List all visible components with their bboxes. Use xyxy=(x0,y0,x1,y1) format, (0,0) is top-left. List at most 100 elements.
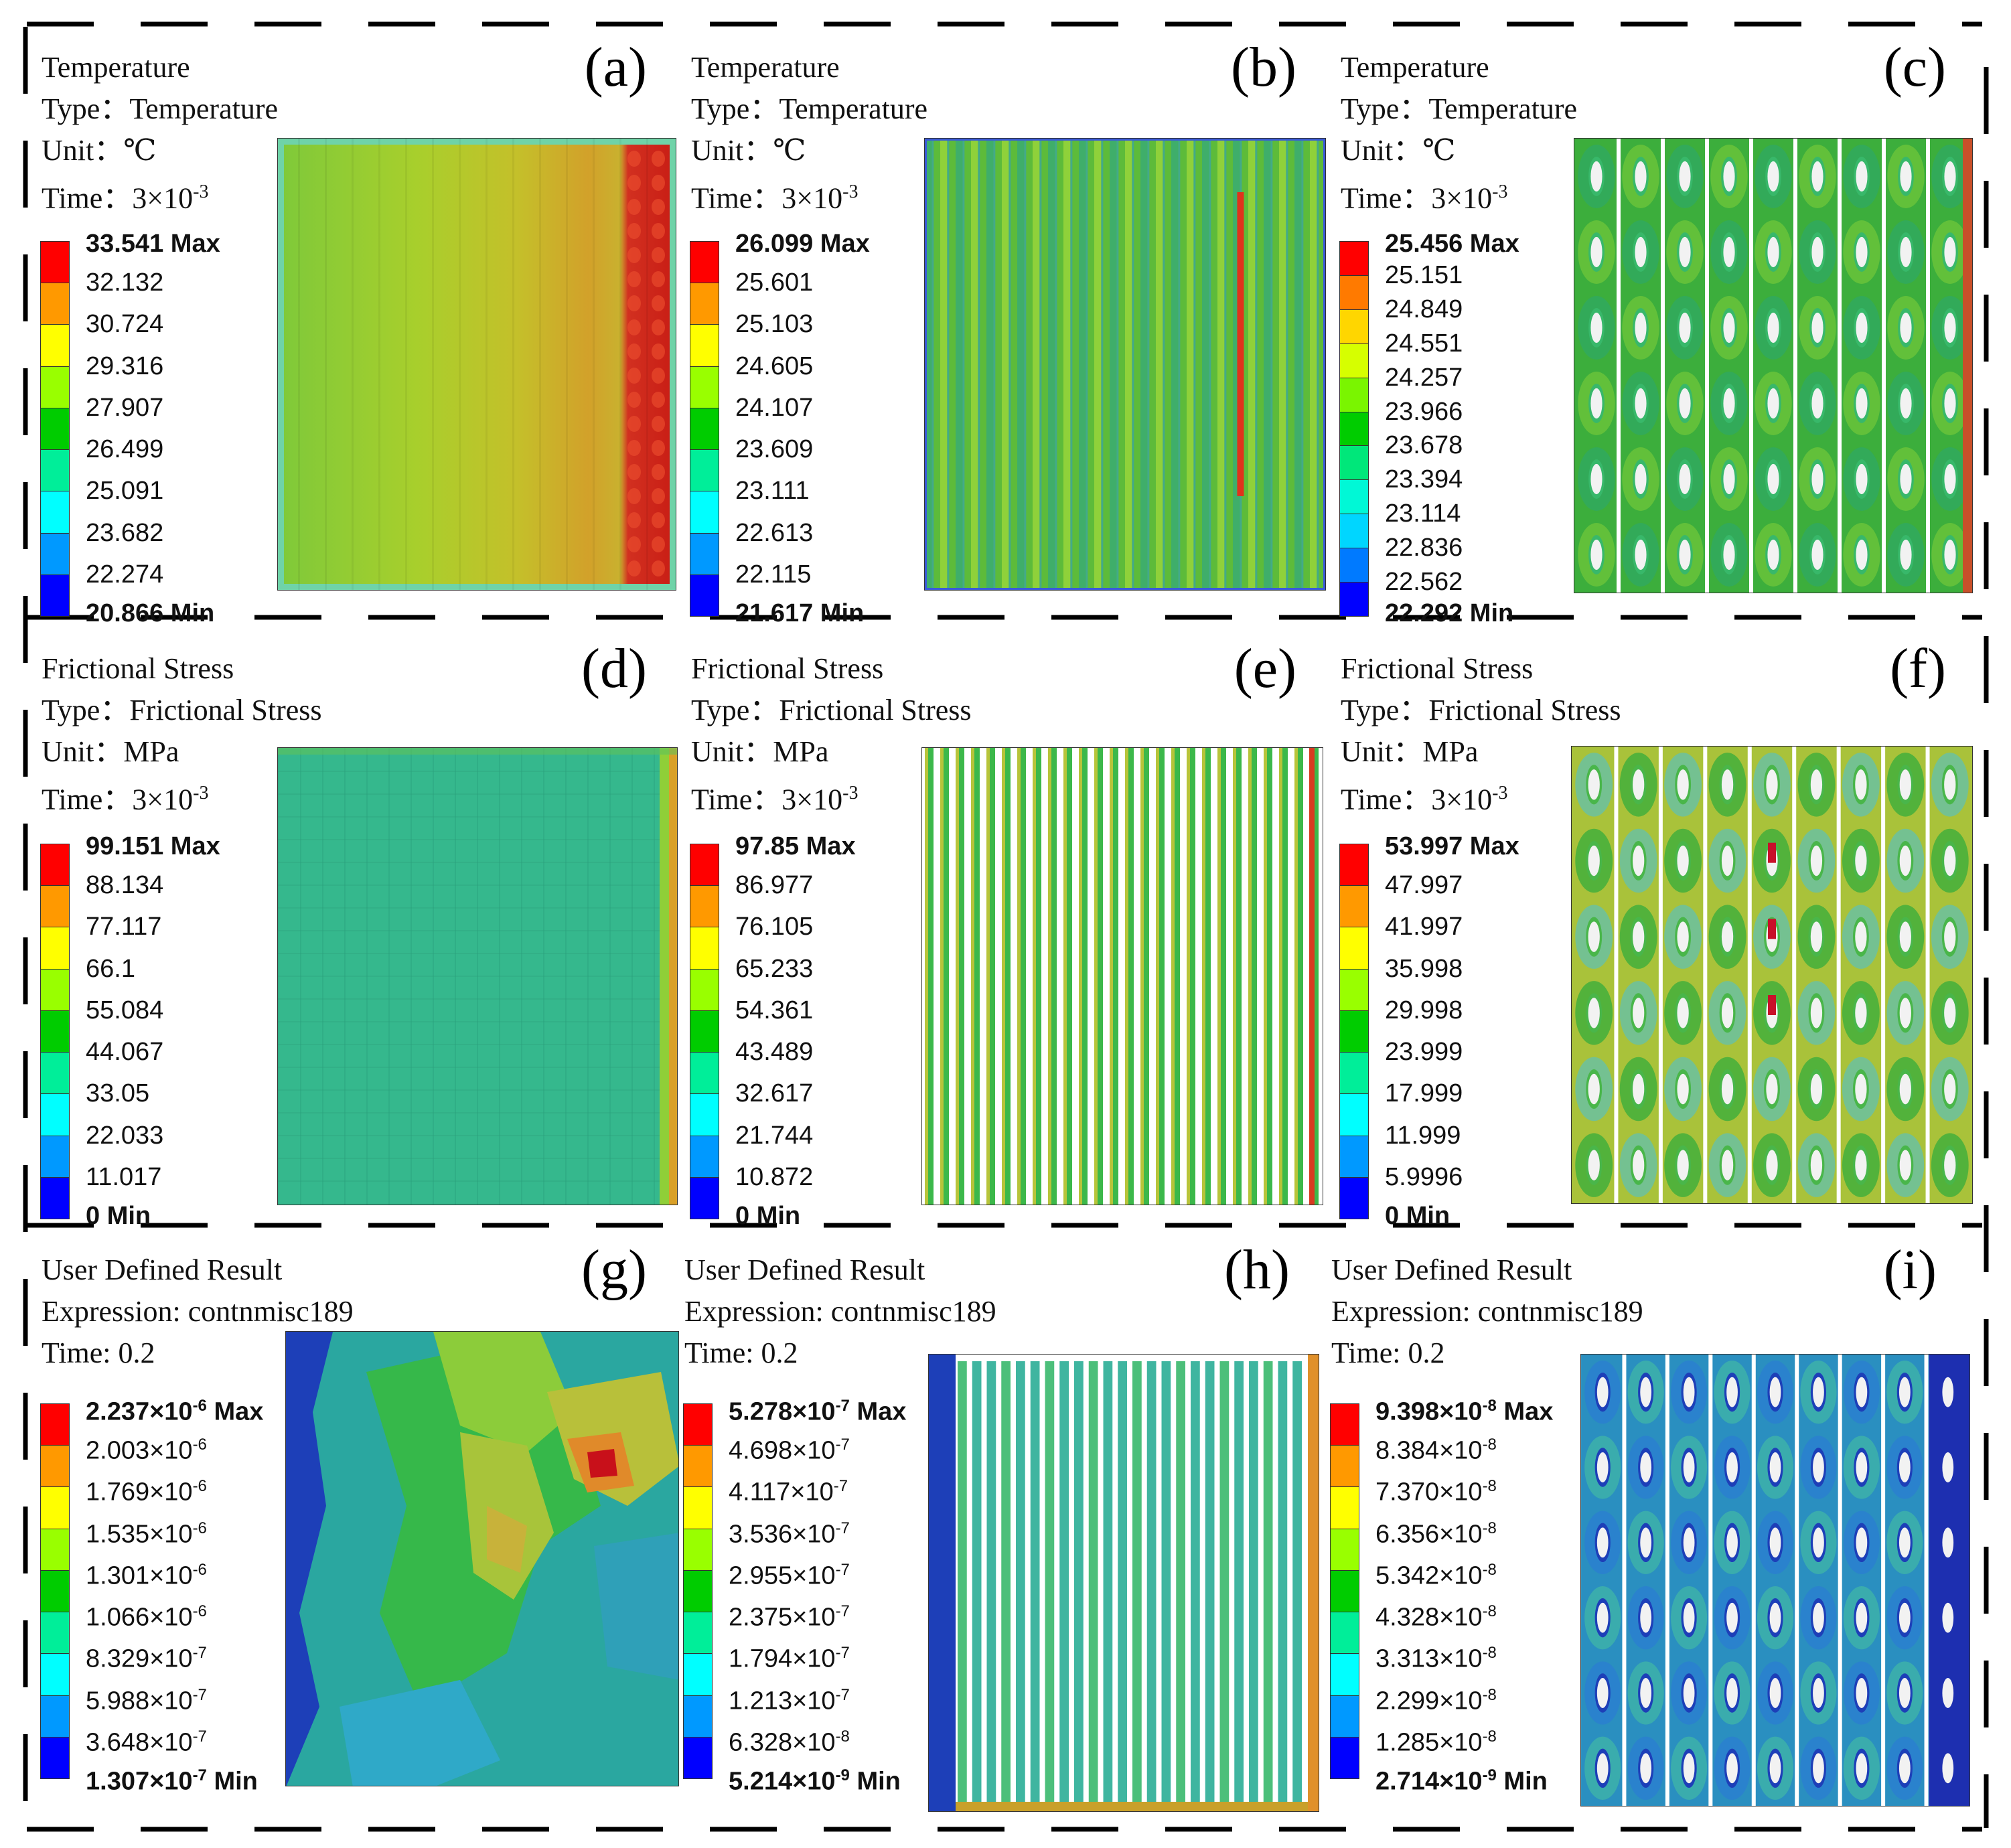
colorbar-band xyxy=(40,927,70,970)
hole xyxy=(1813,1602,1824,1633)
legend-value: 4.328×10-8 xyxy=(1375,1602,1497,1632)
hole xyxy=(1726,1753,1738,1784)
stripe-edge xyxy=(1193,139,1196,590)
hole xyxy=(1944,463,1956,495)
hot-spot xyxy=(627,536,641,552)
stripe xyxy=(1161,1361,1171,1804)
grid-line xyxy=(344,748,346,1205)
legend-value: 66.1 xyxy=(86,954,135,983)
colorbar-band xyxy=(40,1736,70,1779)
legend-value: 29.316 xyxy=(86,352,164,380)
stripe xyxy=(971,139,978,590)
hole xyxy=(1721,1073,1734,1105)
stripe xyxy=(1110,139,1117,590)
legend-value: 24.605 xyxy=(735,352,814,380)
colorbar-band xyxy=(1330,1653,1359,1696)
hot-spot xyxy=(652,223,665,239)
stripe xyxy=(1294,139,1302,590)
grid-line xyxy=(278,771,677,772)
colorbar-band xyxy=(1339,1176,1369,1219)
legend-value: 22.033 xyxy=(86,1121,164,1150)
panel-header: Frictional Stress Type：Frictional Stress… xyxy=(691,648,972,816)
grid-line xyxy=(388,748,390,1205)
rib-shade xyxy=(593,139,595,590)
colorbar-band xyxy=(690,366,719,408)
stripe xyxy=(1202,139,1209,590)
hot-spot xyxy=(627,368,641,384)
panel-g: User Defined Result Expression: contnmis… xyxy=(20,1239,679,1836)
legend-min-value: 2.714×10-9 Min xyxy=(1375,1766,1548,1796)
panel-label: (d) xyxy=(581,637,647,700)
grid-line xyxy=(433,748,434,1205)
hot-spot xyxy=(652,199,665,215)
legend-value: 24.257 xyxy=(1385,363,1463,392)
hot-spot xyxy=(627,464,641,480)
legend-value: 32.617 xyxy=(735,1079,814,1108)
hot-spot xyxy=(627,560,641,576)
rib-gap xyxy=(1703,747,1708,1203)
colorbar-band xyxy=(690,885,719,928)
hole xyxy=(1944,312,1956,343)
hole xyxy=(1590,312,1603,343)
legend-max-value: 9.398×10-8 Max xyxy=(1375,1397,1554,1426)
stripe-edge xyxy=(1286,139,1288,590)
contour-graphic xyxy=(286,1332,678,1786)
hole xyxy=(1721,845,1734,876)
colorbar-band xyxy=(1339,343,1369,378)
stripe-edge xyxy=(1294,748,1298,1205)
stripe xyxy=(986,139,994,590)
hole xyxy=(1810,921,1823,952)
rib-gap xyxy=(1838,1355,1842,1806)
colorbar-band xyxy=(40,366,70,408)
colorbar-band xyxy=(40,1176,70,1219)
result-title: Temperature xyxy=(691,51,840,84)
panel-label: (g) xyxy=(581,1239,647,1301)
hole xyxy=(1944,845,1956,876)
contour-region xyxy=(1929,1355,1969,1806)
hole xyxy=(1723,388,1735,419)
hole xyxy=(1766,1150,1778,1180)
legend-value: 23.114 xyxy=(1385,499,1461,528)
contour-graphic xyxy=(925,139,1325,590)
colorbar-band xyxy=(1339,275,1369,310)
legend-value: 2.375×10-7 xyxy=(729,1602,850,1632)
rib-gap xyxy=(1881,747,1886,1203)
rib-shade xyxy=(566,139,568,590)
hole xyxy=(1813,1678,1824,1708)
panel-header: Temperature Type：Temperature Unit：℃ Time… xyxy=(1341,47,1577,215)
grid-line xyxy=(300,748,301,1205)
hole xyxy=(1769,1678,1781,1708)
stripe xyxy=(1234,1361,1244,1804)
result-title: User Defined Result xyxy=(1331,1253,1572,1286)
colorbar-band xyxy=(1330,1612,1359,1654)
colorbar-band xyxy=(40,1612,70,1654)
panel-b: Temperature Type：Temperature Unit：℃ Time… xyxy=(670,31,1326,627)
hole xyxy=(1856,1753,1868,1784)
hot-spot xyxy=(652,392,665,408)
hole xyxy=(1640,1527,1652,1558)
colorbar-band xyxy=(683,1736,713,1779)
legend-min-value: 0 Min xyxy=(735,1202,801,1230)
hole xyxy=(1635,312,1647,343)
hole xyxy=(1855,998,1867,1028)
result-type: Type：Temperature xyxy=(42,92,279,125)
rib-gap xyxy=(1658,747,1663,1203)
legend-value: 21.744 xyxy=(735,1121,814,1150)
colorbar-band xyxy=(40,885,70,928)
rib-shade xyxy=(325,139,327,590)
stripe-edge xyxy=(1202,748,1205,1205)
hole xyxy=(1596,1527,1609,1558)
legend-value: 8.329×10-7 xyxy=(86,1644,207,1673)
legend-value: 26.499 xyxy=(86,435,164,464)
hole xyxy=(1900,463,1912,495)
panel-header: Temperature Type：Temperature Unit：℃ Time… xyxy=(691,47,927,215)
stripe xyxy=(1187,139,1194,590)
hole xyxy=(1588,921,1600,952)
panel-header: Frictional Stress Type：Frictional Stress… xyxy=(1341,648,1621,816)
stripe-edge xyxy=(986,748,990,1205)
stripe xyxy=(1045,1361,1055,1804)
rib-shade xyxy=(459,139,461,590)
edge-band xyxy=(956,1802,1319,1811)
contour-plot xyxy=(921,747,1323,1205)
hot-spot xyxy=(627,343,641,360)
